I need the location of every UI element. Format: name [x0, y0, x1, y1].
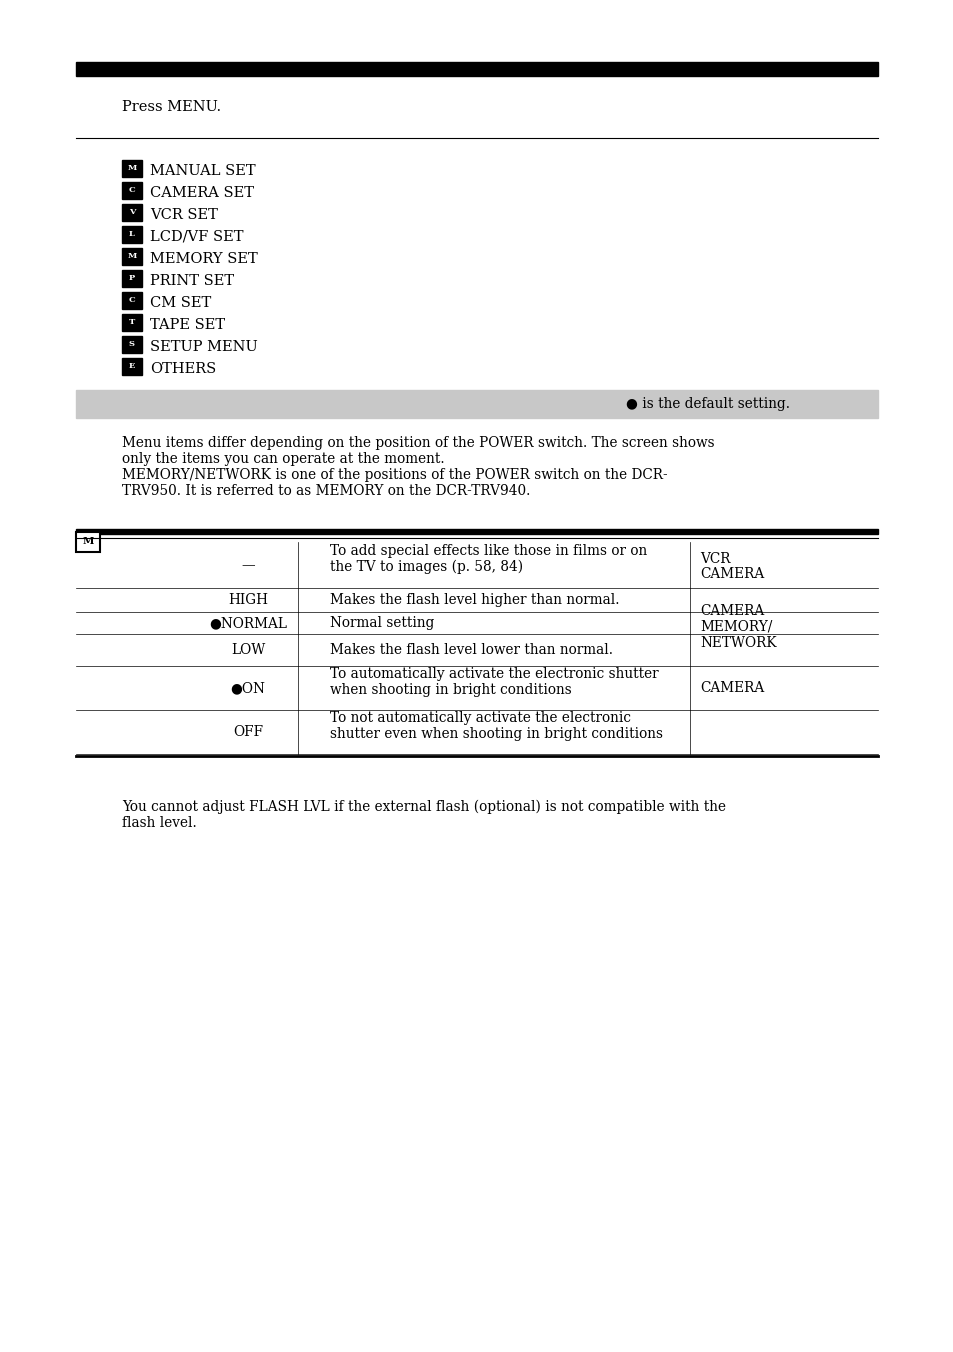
- Text: LOW: LOW: [231, 644, 265, 657]
- Bar: [122, 270, 142, 287]
- Text: LCD/VF SET: LCD/VF SET: [150, 230, 243, 243]
- Text: MANUAL SET: MANUAL SET: [150, 164, 255, 178]
- Text: when shooting in bright conditions: when shooting in bright conditions: [330, 683, 571, 698]
- Bar: [122, 247, 142, 265]
- Text: To automatically activate the electronic shutter: To automatically activate the electronic…: [330, 667, 658, 681]
- Text: HIGH: HIGH: [228, 594, 268, 607]
- Text: CAMERA: CAMERA: [700, 681, 763, 695]
- Text: OTHERS: OTHERS: [150, 362, 216, 376]
- Text: L: L: [129, 230, 134, 238]
- Text: Press MENU.: Press MENU.: [122, 100, 221, 114]
- Bar: [122, 160, 142, 177]
- Text: M: M: [128, 253, 136, 261]
- Text: Normal setting: Normal setting: [330, 617, 434, 630]
- Text: TRV950. It is referred to as MEMORY on the DCR-TRV940.: TRV950. It is referred to as MEMORY on t…: [122, 484, 530, 498]
- Text: E: E: [129, 362, 135, 370]
- Text: SETUP MENU: SETUP MENU: [150, 339, 257, 354]
- Text: ●ON: ●ON: [231, 681, 265, 695]
- Bar: [76, 62, 877, 76]
- Text: PRINT SET: PRINT SET: [150, 274, 233, 288]
- Bar: [76, 389, 877, 418]
- Text: the TV to images (p. 58, 84): the TV to images (p. 58, 84): [330, 560, 522, 575]
- Text: NETWORK: NETWORK: [700, 635, 776, 650]
- Bar: [122, 314, 142, 331]
- Text: flash level.: flash level.: [122, 817, 196, 830]
- Bar: [76, 529, 877, 534]
- Text: ●NORMAL: ●NORMAL: [209, 617, 287, 630]
- Text: ● is the default setting.: ● is the default setting.: [625, 397, 789, 411]
- Bar: [122, 337, 142, 353]
- Text: Makes the flash level higher than normal.: Makes the flash level higher than normal…: [330, 594, 618, 607]
- Text: CM SET: CM SET: [150, 296, 211, 310]
- Text: C: C: [129, 296, 135, 304]
- Text: S: S: [129, 341, 135, 349]
- Text: V: V: [129, 208, 135, 216]
- Bar: [122, 358, 142, 375]
- Text: To not automatically activate the electronic: To not automatically activate the electr…: [330, 711, 630, 725]
- Text: —: —: [241, 558, 254, 572]
- Text: C: C: [129, 187, 135, 195]
- Bar: [76, 531, 100, 552]
- Text: You cannot adjust FLASH LVL if the external flash (optional) is not compatible w: You cannot adjust FLASH LVL if the exter…: [122, 800, 725, 814]
- Text: Menu items differ depending on the position of the POWER switch. The screen show: Menu items differ depending on the posit…: [122, 435, 714, 450]
- Text: MEMORY SET: MEMORY SET: [150, 251, 257, 266]
- Text: VCR: VCR: [700, 552, 730, 566]
- Text: To add special effects like those in films or on: To add special effects like those in fil…: [330, 544, 646, 558]
- Bar: [122, 226, 142, 243]
- Text: M: M: [128, 165, 136, 173]
- Text: T: T: [129, 319, 135, 326]
- Text: CAMERA SET: CAMERA SET: [150, 187, 253, 200]
- Text: MEMORY/: MEMORY/: [700, 621, 772, 634]
- Bar: [122, 292, 142, 310]
- Bar: [122, 183, 142, 199]
- Text: shutter even when shooting in bright conditions: shutter even when shooting in bright con…: [330, 727, 662, 741]
- Text: CAMERA: CAMERA: [700, 566, 763, 581]
- Text: OFF: OFF: [233, 725, 263, 740]
- Text: TAPE SET: TAPE SET: [150, 318, 225, 333]
- Text: Makes the flash level lower than normal.: Makes the flash level lower than normal.: [330, 644, 613, 657]
- Text: VCR SET: VCR SET: [150, 208, 217, 222]
- Text: M: M: [82, 538, 93, 546]
- Text: CAMERA: CAMERA: [700, 604, 763, 618]
- Bar: [122, 204, 142, 220]
- Text: MEMORY/NETWORK is one of the positions of the POWER switch on the DCR-: MEMORY/NETWORK is one of the positions o…: [122, 468, 667, 483]
- Text: P: P: [129, 274, 135, 283]
- Text: only the items you can operate at the moment.: only the items you can operate at the mo…: [122, 452, 444, 466]
